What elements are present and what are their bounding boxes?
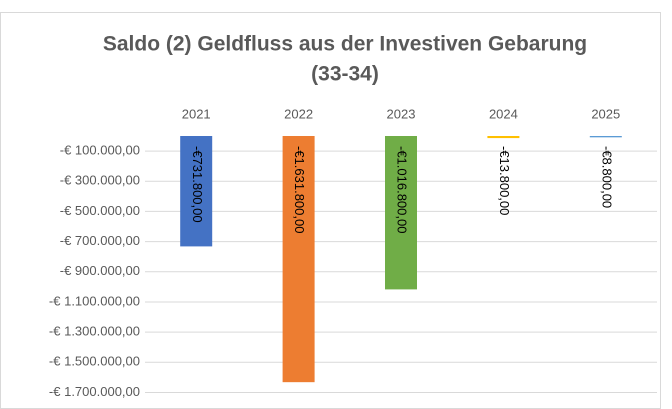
y-tick-label: -€ 1.300.000,00 [49,324,140,339]
x-tick-label: 2021 [182,106,211,121]
bar [487,136,520,139]
data-label: -€731.800,00 [190,146,205,223]
x-tick-label: 2024 [489,106,518,121]
bar [385,136,417,290]
x-tick-label: 2025 [591,106,620,121]
x-tick-label: 2022 [284,106,313,121]
chart-title: Saldo (2) Geldfluss aus der Investiven G… [103,33,587,56]
y-tick-label: -€ 100.000,00 [60,143,140,158]
data-label: -€8.800,00 [599,146,614,208]
data-label: -€1.016.800,00 [395,146,410,233]
x-tick-label: 2023 [387,106,416,121]
y-tick-label: -€ 900.000,00 [60,263,140,278]
y-tick-label: -€ 500.000,00 [60,203,140,218]
chart-border [0,12,661,409]
bar [180,136,213,247]
bar [589,136,622,138]
chart-title: (33-34) [311,63,379,86]
y-tick-label: -€ 1.500.000,00 [49,354,140,369]
y-tick-label: -€ 700.000,00 [60,233,140,248]
data-label: -€1.631.800,00 [292,146,307,233]
y-tick-label: -€ 1.700.000,00 [49,384,140,399]
y-tick-label: -€ 300.000,00 [60,173,140,188]
y-tick-label: -€ 1.100.000,00 [49,293,140,308]
data-label: -€13.800,00 [497,146,512,215]
bar [282,136,315,383]
